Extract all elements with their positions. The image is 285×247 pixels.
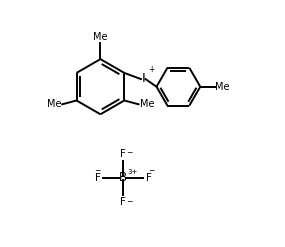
Text: Me: Me bbox=[47, 99, 61, 109]
Text: Me: Me bbox=[215, 82, 230, 92]
Text: I: I bbox=[141, 72, 145, 85]
Text: −: − bbox=[148, 166, 155, 176]
Text: F: F bbox=[120, 197, 126, 207]
Text: 3+: 3+ bbox=[127, 169, 137, 175]
Text: −: − bbox=[94, 166, 101, 176]
Text: F: F bbox=[146, 173, 152, 183]
Text: Me: Me bbox=[93, 32, 108, 42]
Text: F: F bbox=[120, 149, 126, 159]
Text: B: B bbox=[119, 171, 127, 185]
Text: −: − bbox=[126, 197, 133, 206]
Text: +: + bbox=[148, 65, 154, 74]
Text: Me: Me bbox=[140, 99, 154, 109]
Text: −: − bbox=[126, 148, 133, 157]
Text: F: F bbox=[95, 173, 101, 183]
